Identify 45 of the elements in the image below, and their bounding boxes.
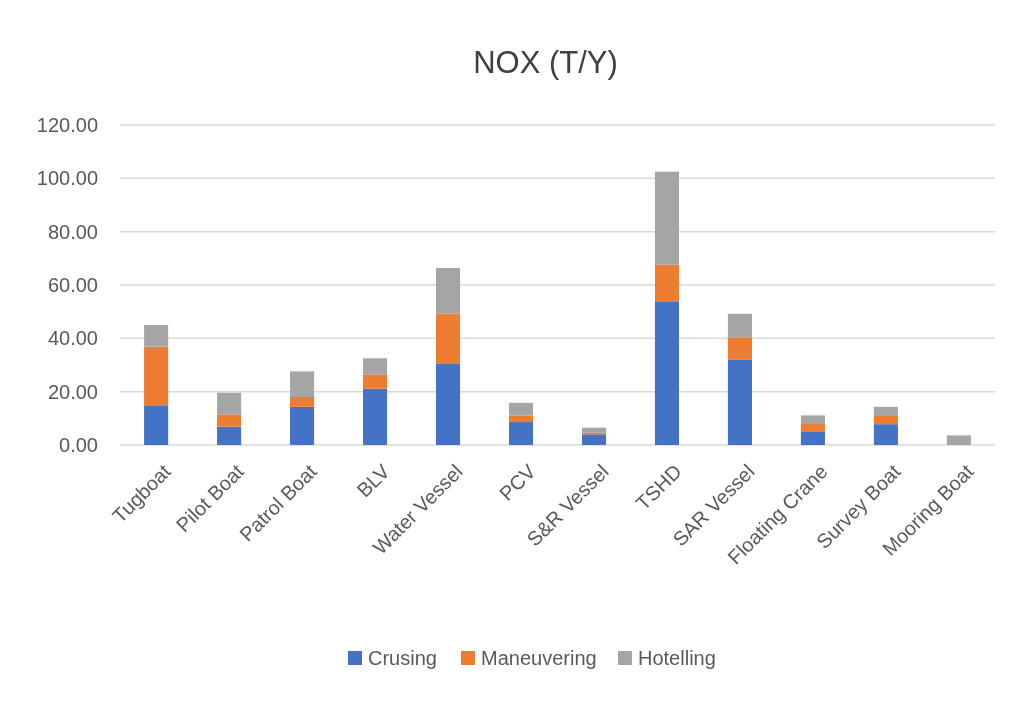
bar bbox=[581, 427, 607, 433]
bar bbox=[144, 325, 169, 347]
bar bbox=[290, 406, 315, 445]
bar bbox=[654, 264, 680, 302]
y-tick-label: 100.00 bbox=[36, 167, 98, 190]
bar bbox=[727, 337, 752, 360]
bar bbox=[800, 423, 825, 432]
bar bbox=[800, 431, 825, 445]
bar bbox=[290, 371, 315, 397]
y-tick-label: 20.00 bbox=[47, 380, 98, 403]
y-tick-label: 40.00 bbox=[47, 327, 98, 350]
bar bbox=[873, 424, 898, 445]
legend-label: Crusing bbox=[368, 647, 437, 669]
bar bbox=[435, 363, 461, 445]
y-tick-label: 80.00 bbox=[47, 220, 98, 243]
bar bbox=[144, 346, 169, 406]
bar bbox=[363, 388, 388, 445]
x-tick-label: BLV bbox=[352, 459, 395, 502]
bar bbox=[363, 358, 388, 375]
chart-title: NOX (T/Y) bbox=[473, 45, 618, 80]
bar bbox=[873, 415, 898, 425]
bar bbox=[873, 406, 898, 416]
bar bbox=[217, 426, 242, 445]
bar bbox=[946, 435, 971, 445]
bar bbox=[435, 267, 461, 314]
bar bbox=[508, 415, 534, 423]
bar bbox=[508, 402, 534, 416]
bar bbox=[800, 415, 825, 424]
bar bbox=[217, 392, 242, 415]
bar bbox=[654, 171, 680, 265]
bar bbox=[217, 414, 242, 427]
y-tick-label: 60.00 bbox=[47, 274, 98, 296]
bar bbox=[290, 397, 315, 407]
legend-label: Hotelling bbox=[638, 647, 716, 669]
bar bbox=[581, 434, 607, 445]
bar bbox=[727, 359, 752, 445]
bar bbox=[654, 301, 680, 445]
y-tick-label: 120.00 bbox=[36, 114, 98, 136]
legend-label: Maneuvering bbox=[481, 647, 597, 669]
bar bbox=[363, 374, 388, 389]
bar bbox=[144, 405, 169, 445]
y-tick-label: 0.00 bbox=[59, 434, 98, 456]
bar bbox=[727, 313, 752, 338]
bar bbox=[435, 313, 461, 364]
bar bbox=[508, 422, 534, 445]
